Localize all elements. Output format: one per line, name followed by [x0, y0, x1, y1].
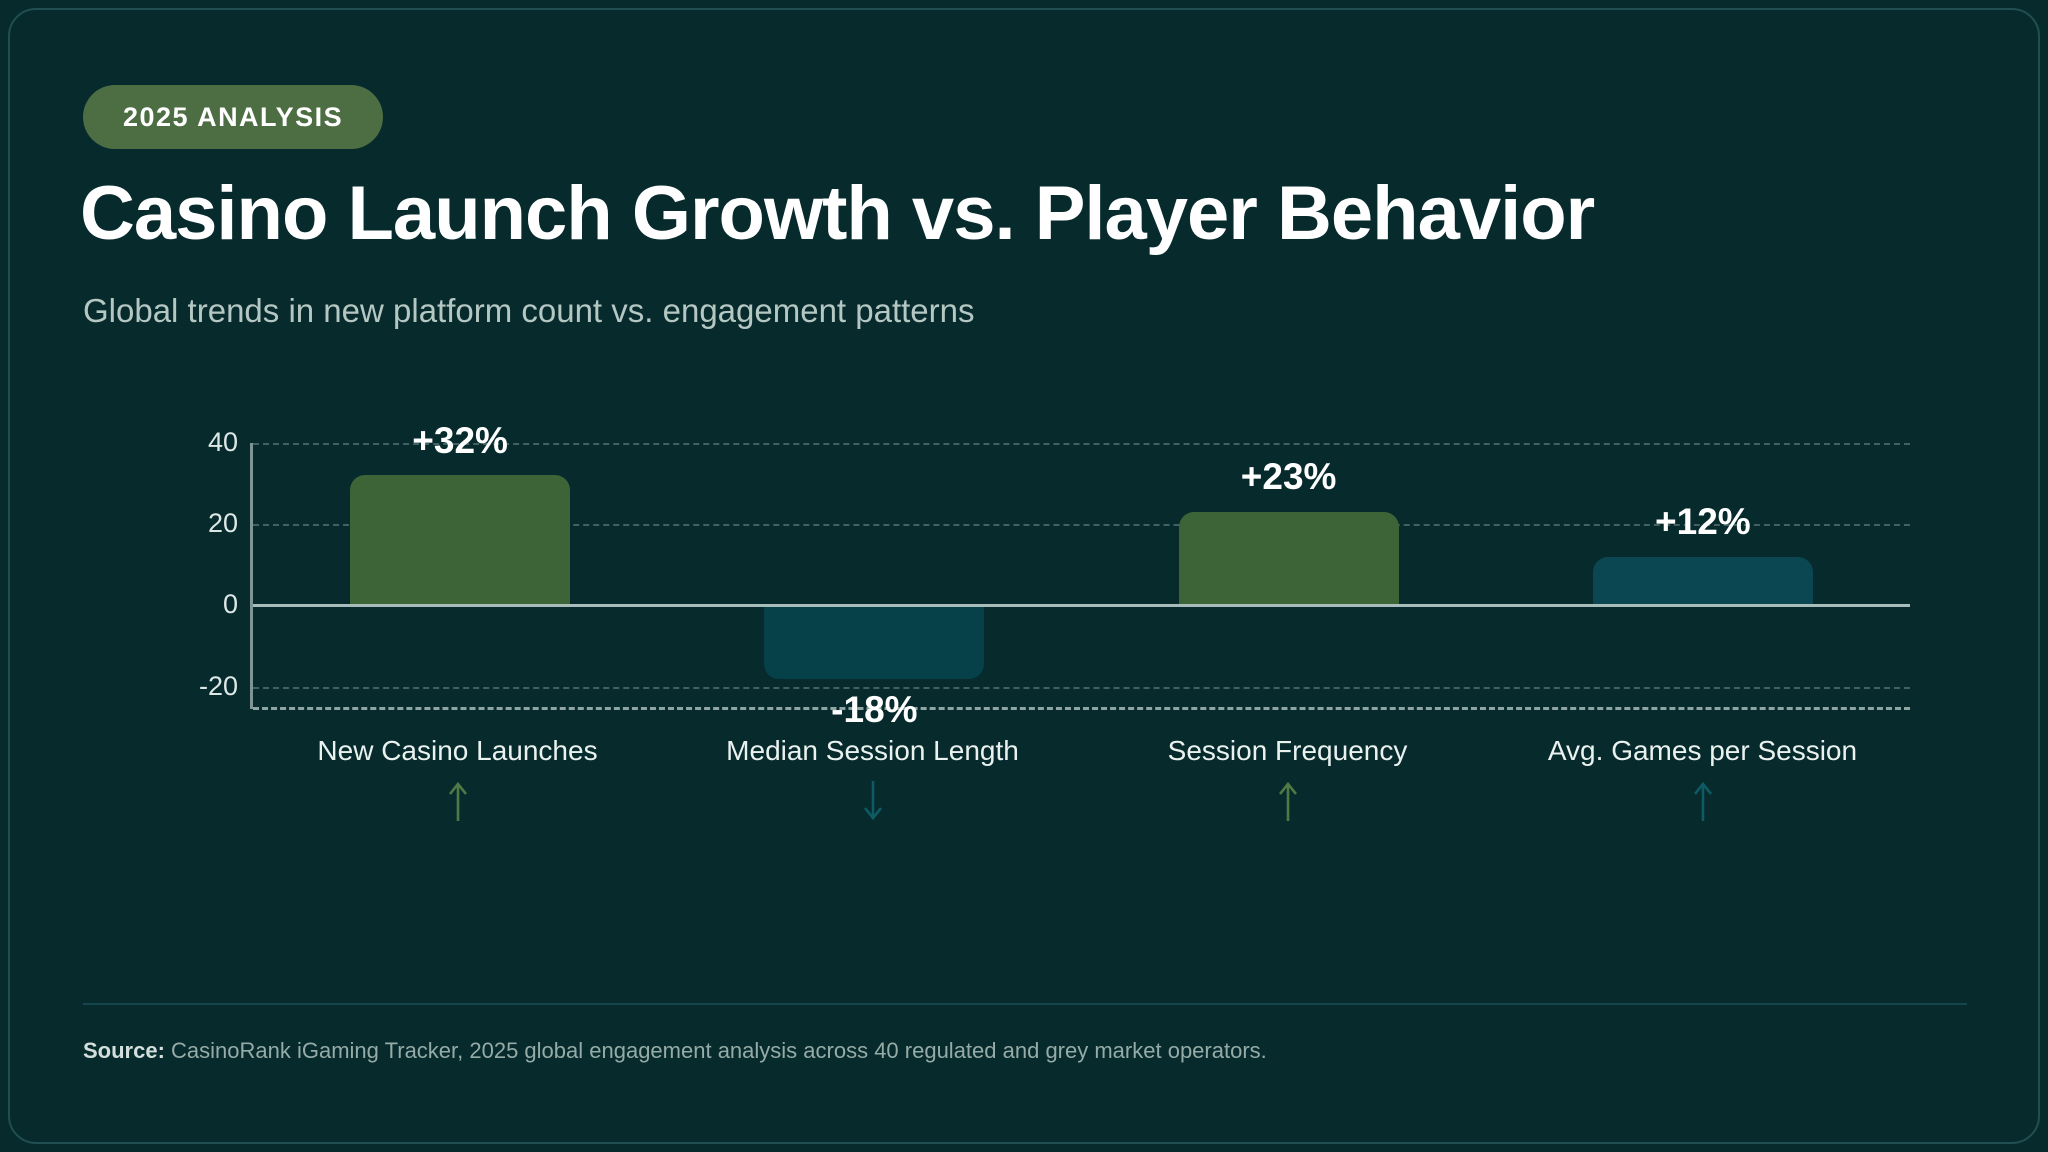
- category-labels-row: New Casino Launches Median Session Length…: [250, 735, 1910, 767]
- bar-slot-3: +12%: [1496, 443, 1910, 709]
- analysis-badge: 2025 ANALYSIS: [83, 85, 384, 149]
- x-axis-line: [253, 707, 1910, 710]
- source-text: CasinoRank iGaming Tracker, 2025 global …: [164, 1038, 1267, 1063]
- bar-slots: +32% -18% +23% +12%: [253, 420, 1910, 730]
- bar-value-label: +32%: [412, 419, 508, 461]
- page-title: Casino Launch Growth vs. Player Behavior: [80, 171, 1595, 256]
- gridline-40: [253, 443, 1910, 445]
- y-tick-label-20: 20: [207, 508, 238, 539]
- bar-chart: +32% -18% +23% +12% New Casino Launches Medi…: [250, 420, 1910, 823]
- trend-arrow-up-icon: [250, 779, 665, 823]
- source-note: Source: CasinoRank iGaming Tracker, 2025…: [83, 1038, 1267, 1064]
- page-subtitle: Global trends in new platform count vs. …: [83, 292, 975, 329]
- gridline-20: [253, 524, 1910, 527]
- bar-value-label: -18%: [831, 688, 918, 730]
- plot-area: +32% -18% +23% +12%: [250, 420, 1910, 730]
- source-label: Source:: [83, 1038, 165, 1063]
- bar-slot-0: +32%: [253, 420, 667, 709]
- category-label: Session Frequency: [1167, 735, 1408, 766]
- y-axis: 40 20 0 -20: [150, 427, 238, 709]
- zero-baseline: [253, 604, 1910, 608]
- category-label: Avg. Games per Session: [1547, 735, 1858, 766]
- analysis-badge-label: 2025 ANALYSIS: [123, 101, 344, 132]
- trend-arrow-up-icon: [1080, 779, 1495, 823]
- bar-value-label: +23%: [1240, 456, 1337, 498]
- footer-divider: [83, 1003, 1967, 1005]
- bar-positive: [1592, 556, 1813, 606]
- category-label: New Casino Launches: [317, 735, 598, 766]
- bar-positive: [350, 475, 571, 606]
- category-label: Median Session Length: [726, 735, 1019, 766]
- bar-slot-2: +23%: [1082, 443, 1496, 709]
- y-tick-label--20: -20: [198, 670, 238, 701]
- trend-arrow-down-icon: [665, 779, 1080, 823]
- trend-arrow-up-icon: [1495, 779, 1910, 823]
- bar-positive: [1178, 512, 1399, 606]
- bar-negative: [764, 605, 985, 679]
- bar-value-label: +12%: [1655, 500, 1751, 542]
- y-tick-label-40: 40: [207, 426, 238, 457]
- trend-arrows-row: [250, 779, 1910, 823]
- gridline--20: [253, 686, 1910, 689]
- bar-slot-1: -18%: [667, 443, 1081, 730]
- y-tick-label-0: 0: [222, 589, 238, 620]
